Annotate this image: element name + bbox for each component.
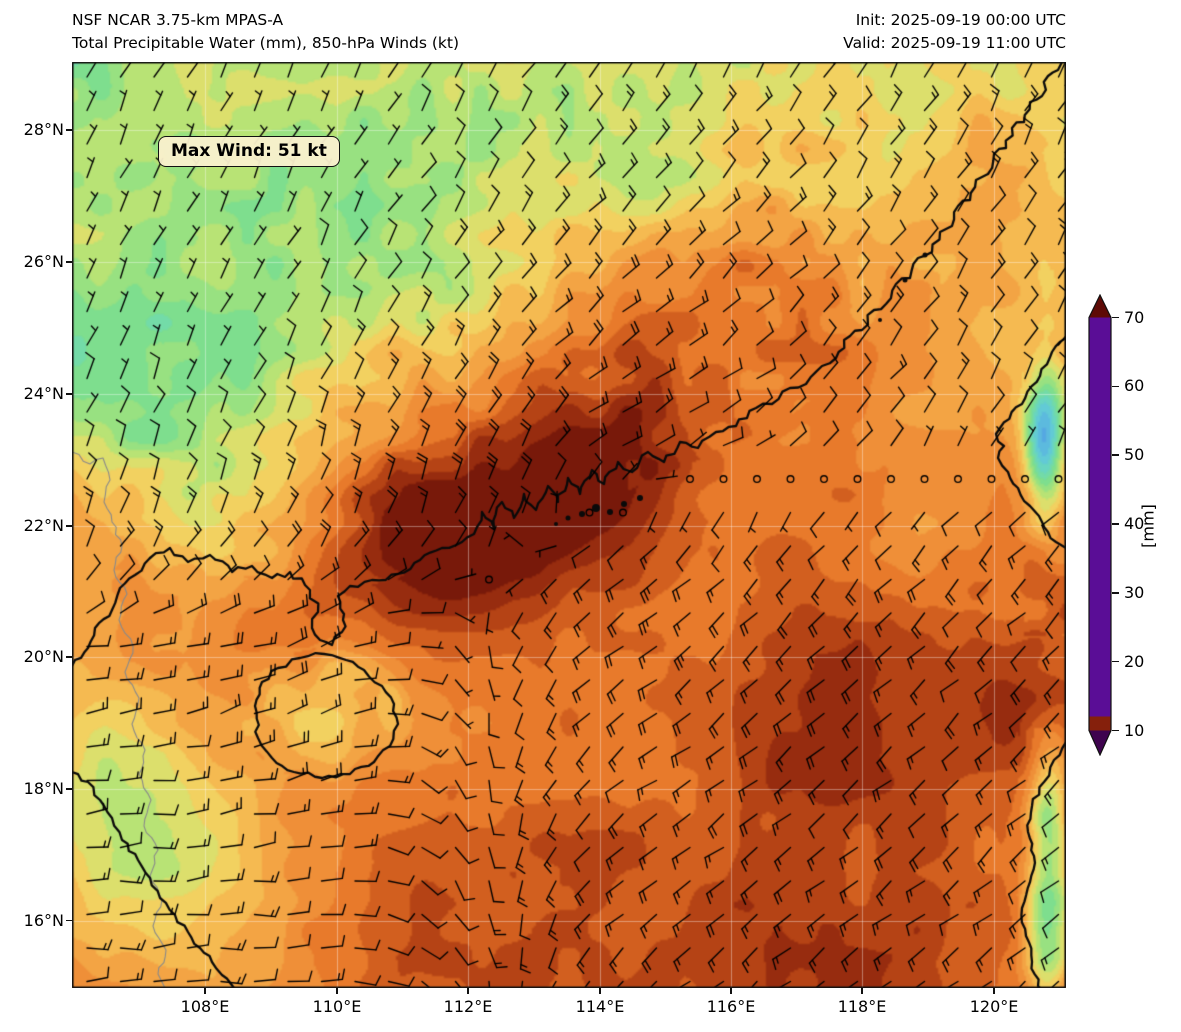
lon-tick-mark	[993, 988, 995, 994]
valid-time-label: Valid: 2025-09-19 11:00 UTC	[843, 34, 1066, 52]
map-plot-area: Max Wind: 51 kt	[72, 62, 1066, 988]
lon-tick-mark	[467, 988, 469, 994]
model-title: NSF NCAR 3.75-km MPAS-A	[72, 11, 284, 29]
plot-title-block: NSF NCAR 3.75-km MPAS-A Total Precipitabl…	[72, 9, 459, 55]
lon-tick-label: 118°E	[837, 997, 887, 1016]
lon-tick-mark	[599, 988, 601, 994]
colorbar-tick-mark	[1112, 660, 1119, 663]
colorbar-tick-label: 70	[1124, 307, 1145, 327]
lat-tick-label: 20°N	[23, 646, 64, 666]
colorbar-tick-mark	[1112, 523, 1119, 525]
colorbar-tick-mark	[1112, 729, 1119, 732]
lon-tick-label: 108°E	[180, 997, 230, 1016]
map-canvas	[72, 62, 1066, 988]
lat-tick-mark	[66, 788, 72, 790]
lat-tick-mark	[66, 393, 72, 395]
colorbar-tick-label: 40	[1124, 514, 1145, 533]
lon-tick-mark	[730, 988, 732, 994]
lat-tick-mark	[66, 129, 72, 131]
lat-tick-mark	[66, 919, 72, 922]
lon-tick-label: 112°E	[443, 997, 493, 1016]
lon-tick-label: 114°E	[575, 997, 625, 1016]
colorbar	[1088, 294, 1112, 756]
lat-tick-mark	[66, 656, 72, 658]
colorbar-tick-mark	[1112, 592, 1119, 594]
lat-tick-label: 26°N	[23, 252, 64, 272]
plot-time-block: Init: 2025-09-19 00:00 UTC Valid: 2025-09…	[843, 9, 1066, 55]
lat-tick-label: 24°N	[23, 383, 64, 403]
lat-tick-label: 28°N	[23, 119, 64, 139]
lat-tick-mark	[66, 525, 72, 527]
lat-tick-label: 18°N	[23, 779, 64, 798]
colorbar-tick-label: 60	[1124, 376, 1145, 396]
colorbar-tick-label: 10	[1124, 720, 1145, 740]
field-title: Total Precipitable Water (mm), 850-hPa W…	[72, 34, 460, 52]
lon-tick-mark	[204, 988, 206, 994]
init-time-label: Init: 2025-09-19 00:00 UTC	[855, 11, 1066, 29]
lon-tick-mark	[336, 988, 338, 994]
colorbar-tick-label: 30	[1124, 582, 1145, 602]
lat-tick-label: 16°N	[23, 910, 64, 930]
colorbar-tick-mark	[1112, 385, 1119, 388]
lat-tick-label: 22°N	[23, 516, 64, 536]
colorbar-unit-label: [mm]	[1138, 504, 1158, 548]
lon-tick-mark	[861, 988, 863, 994]
max-wind-badge: Max Wind: 51 kt	[158, 136, 340, 167]
lon-tick-label: 116°E	[706, 997, 756, 1016]
colorbar-tick-mark	[1112, 454, 1119, 456]
colorbar-tick-label: 50	[1124, 445, 1145, 465]
lon-tick-label: 120°E	[969, 997, 1019, 1016]
colorbar-tick-label: 20	[1124, 651, 1145, 671]
lon-tick-label: 110°E	[312, 997, 362, 1016]
colorbar-tick-mark	[1112, 316, 1119, 319]
lat-tick-mark	[66, 261, 72, 263]
